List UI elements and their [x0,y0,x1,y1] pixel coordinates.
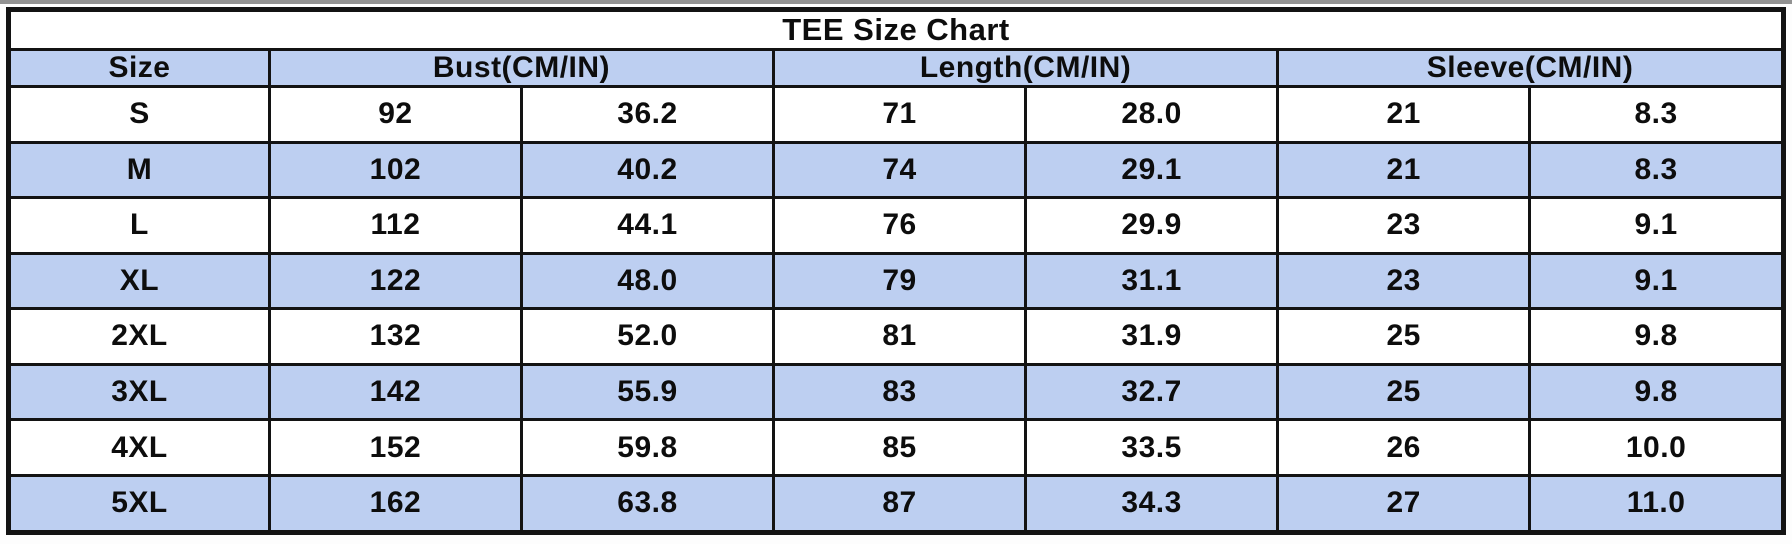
measurement-value-cell: 34.3 [1024,473,1280,535]
measurement-value-cell: 29.9 [1024,196,1280,255]
measurement-value-cell: 23 [1276,196,1532,255]
measurement-value-cell: 102 [267,140,523,200]
column-header-sleeve: Sleeve(CM/IN) [1276,48,1785,88]
measurement-value-cell: 9.8 [1528,307,1785,366]
table-title: TEE Size Chart [7,8,1785,51]
measurement-value-cell: 9.8 [1528,362,1785,422]
measurement-value-cell: 23 [1276,251,1532,311]
measurement-value-cell: 21 [1276,140,1532,200]
size-label-cell: 4XL [7,418,271,477]
measurement-value-cell: 48.0 [519,251,776,311]
measurement-value-cell: 83 [772,362,1028,422]
measurement-value-cell: 81 [772,307,1028,366]
measurement-value-cell: 28.0 [1024,85,1280,144]
measurement-value-cell: 63.8 [519,473,776,535]
measurement-value-cell: 162 [267,473,523,535]
measurement-value-cell: 36.2 [519,85,776,144]
measurement-value-cell: 152 [267,418,523,477]
column-header-length: Length(CM/IN) [772,48,1280,88]
measurement-value-cell: 31.9 [1024,307,1280,366]
table-header-row: Size Bust(CM/IN) Length(CM/IN) Sleeve(CM… [7,48,1785,88]
size-label-cell: M [7,140,271,200]
measurement-value-cell: 9.1 [1528,251,1785,311]
measurement-value-cell: 52.0 [519,307,776,366]
column-header-bust: Bust(CM/IN) [267,48,776,88]
measurement-value-cell: 26 [1276,418,1532,477]
measurement-value-cell: 85 [772,418,1028,477]
measurement-value-cell: 11.0 [1528,473,1785,535]
measurement-value-cell: 142 [267,362,523,422]
column-header-size: Size [7,48,271,88]
table-row: M 102 40.2 74 29.1 21 8.3 [7,140,1785,200]
measurement-value-cell: 10.0 [1528,418,1785,477]
measurement-value-cell: 9.1 [1528,196,1785,255]
table-row: XL 122 48.0 79 31.1 23 9.1 [7,251,1785,311]
measurement-value-cell: 8.3 [1528,140,1785,200]
tee-size-chart-table: TEE Size Chart Size Bust(CM/IN) Length(C… [6,7,1786,535]
size-table-body: S 92 36.2 71 28.0 21 8.3 M 102 40.2 74 29.1 21 8.3 L 11… [7,85,1785,535]
measurement-value-cell: 92 [267,85,523,144]
size-label-cell: S [7,85,271,144]
table-title-row: TEE Size Chart [7,8,1785,51]
size-label-cell: L [7,196,271,255]
measurement-value-cell: 33.5 [1024,418,1280,477]
measurement-value-cell: 55.9 [519,362,776,422]
table-row: 2XL 132 52.0 81 31.9 25 9.8 [7,307,1785,366]
measurement-value-cell: 25 [1276,307,1532,366]
table-row: 4XL 152 59.8 85 33.5 26 10.0 [7,418,1785,477]
measurement-value-cell: 32.7 [1024,362,1280,422]
measurement-value-cell: 25 [1276,362,1532,422]
measurement-value-cell: 21 [1276,85,1532,144]
measurement-value-cell: 31.1 [1024,251,1280,311]
table-row: S 92 36.2 71 28.0 21 8.3 [7,85,1785,144]
measurement-value-cell: 40.2 [519,140,776,200]
measurement-value-cell: 132 [267,307,523,366]
measurement-value-cell: 87 [772,473,1028,535]
size-label-cell: 3XL [7,362,271,422]
measurement-value-cell: 8.3 [1528,85,1785,144]
measurement-value-cell: 59.8 [519,418,776,477]
measurement-value-cell: 29.1 [1024,140,1280,200]
size-label-cell: 5XL [7,473,271,535]
measurement-value-cell: 79 [772,251,1028,311]
size-label-cell: 2XL [7,307,271,366]
measurement-value-cell: 71 [772,85,1028,144]
measurement-value-cell: 44.1 [519,196,776,255]
measurement-value-cell: 74 [772,140,1028,200]
table-row: 5XL 162 63.8 87 34.3 27 11.0 [7,473,1785,535]
measurement-value-cell: 27 [1276,473,1532,535]
table-row: L 112 44.1 76 29.9 23 9.1 [7,196,1785,255]
measurement-value-cell: 122 [267,251,523,311]
measurement-value-cell: 112 [267,196,523,255]
measurement-value-cell: 76 [772,196,1028,255]
table-row: 3XL 142 55.9 83 32.7 25 9.8 [7,362,1785,422]
size-label-cell: XL [7,251,271,311]
